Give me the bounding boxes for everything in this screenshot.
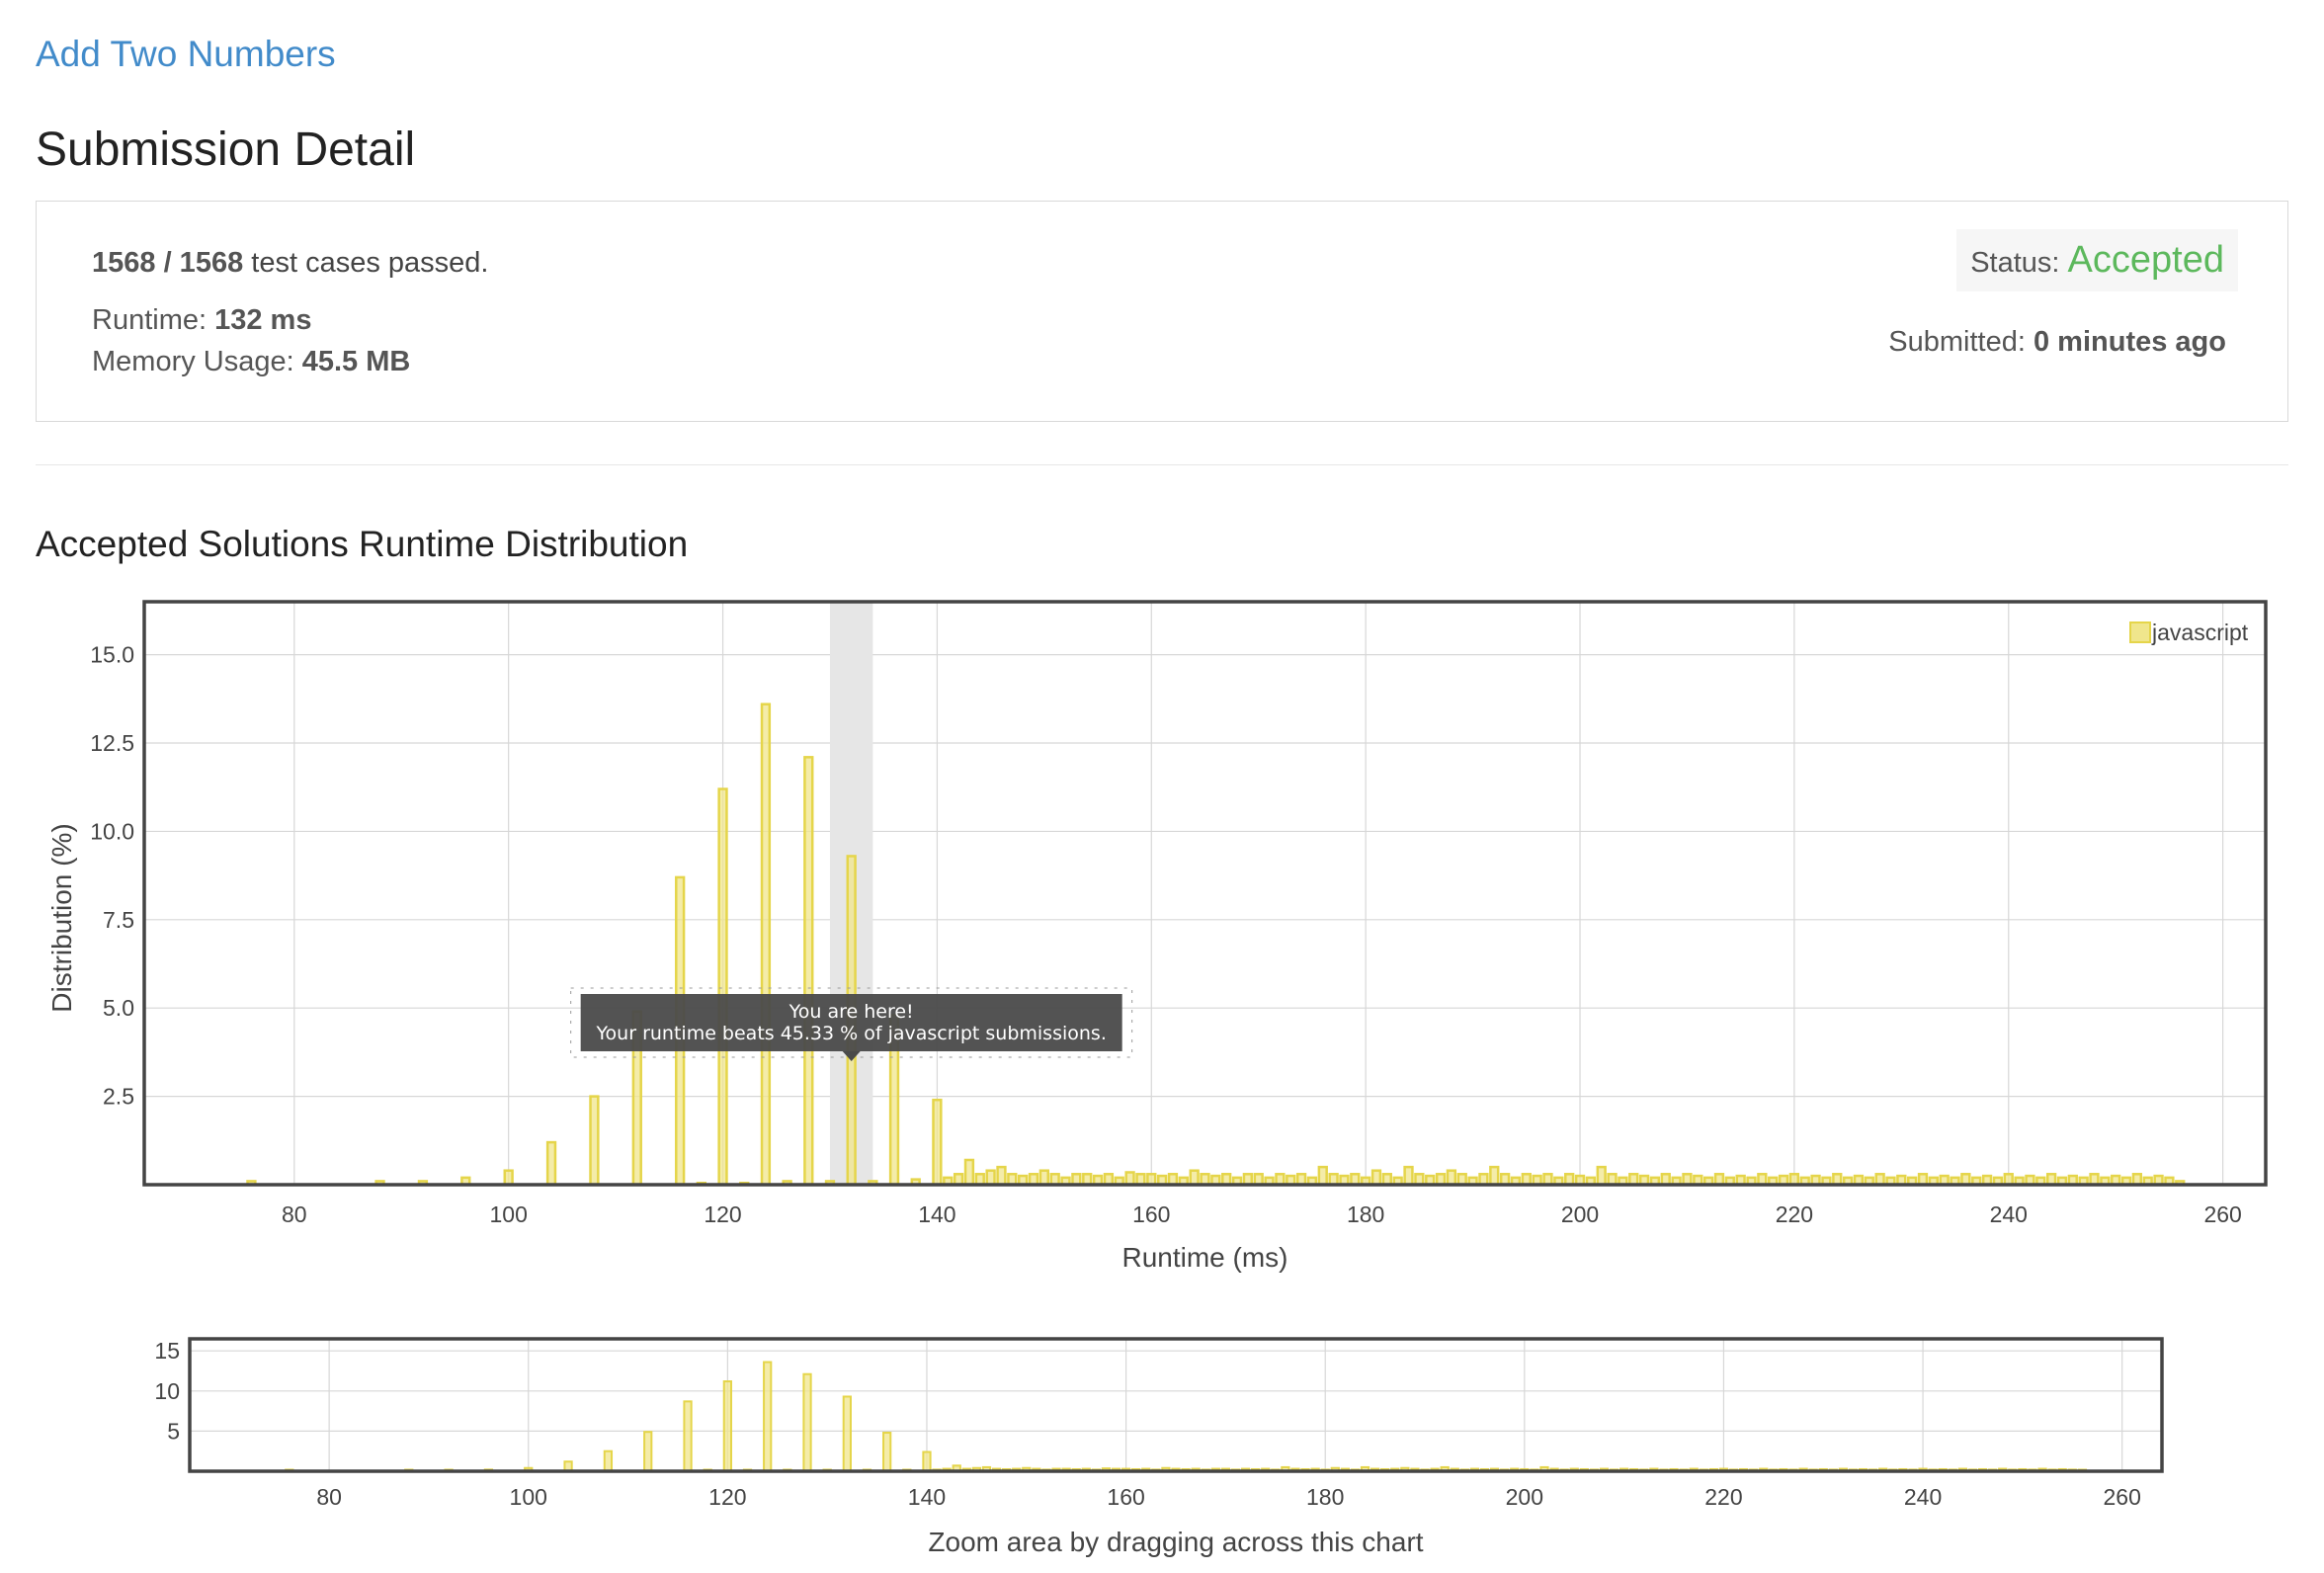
test-cases-result: 1568 / 1568 test cases passed. <box>92 247 488 280</box>
navigator-chart-x-tick-label: 160 <box>1107 1484 1144 1510</box>
main-chart-bar <box>1038 1169 1050 1187</box>
tooltip-box <box>580 994 1122 1051</box>
main-chart-y-axis-title: Distribution (%) <box>46 823 77 1012</box>
navigator-chart-x-tick-label: 200 <box>1506 1484 1543 1510</box>
main-chart-y-tick-label: 5.0 <box>103 995 134 1021</box>
section-divider <box>36 464 2288 465</box>
navigator-chart-x-tick-label: 220 <box>1704 1484 1742 1510</box>
navigator-chart-bar <box>842 1395 852 1473</box>
main-chart-bar <box>1489 1165 1500 1187</box>
tooltip-line-1: You are here! <box>788 1001 914 1023</box>
navigator-chart-x-tick-label: 260 <box>2103 1484 2140 1510</box>
chart-section-title: Accepted Solutions Runtime Distribution <box>36 524 689 564</box>
main-chart-bar <box>985 1169 996 1187</box>
memory-label: Memory Usage: <box>92 346 294 377</box>
navigator-chart-y-tick-label: 5 <box>167 1418 180 1444</box>
legend-swatch <box>2129 621 2151 643</box>
navigator-chart-bar <box>603 1449 614 1473</box>
main-chart-x-tick-label: 140 <box>918 1201 955 1227</box>
main-chart-x-tick-label: 80 <box>282 1201 307 1227</box>
main-chart-y-tick-label: 15.0 <box>90 642 134 668</box>
navigator-chart-x-tick-label: 100 <box>510 1484 547 1510</box>
navigator-chart-bar <box>882 1432 892 1473</box>
test-cases-suffix: test cases passed. <box>251 247 489 279</box>
main-chart-bar <box>1403 1165 1414 1187</box>
memory-row: Memory Usage: 45.5 MB <box>92 346 410 378</box>
main-chart-x-axis-title: Runtime (ms) <box>1121 1242 1287 1273</box>
page-title: Submission Detail <box>36 124 416 176</box>
status-badge: Status: Accepted <box>1956 229 2238 291</box>
navigator-chart-bar <box>722 1380 732 1473</box>
submitted-row: Submitted: 0 minutes ago <box>1888 326 2226 359</box>
main-chart-bar <box>932 1098 943 1187</box>
memory-value: 45.5 MB <box>301 346 411 377</box>
runtime-value: 132 ms <box>214 304 312 336</box>
main-chart-bar <box>1124 1171 1135 1187</box>
status-value: Accepted <box>2067 239 2224 281</box>
main-chart-plot-area <box>144 602 2266 1185</box>
navigator-chart-bar <box>802 1372 812 1472</box>
navigator-caption: Zoom area by dragging across this chart <box>928 1527 1423 1557</box>
runtime-row: Runtime: 132 ms <box>92 304 311 337</box>
tooltip-line-2: Your runtime beats 45.33 % of javascript… <box>595 1023 1106 1044</box>
main-chart-bar <box>1317 1165 1328 1187</box>
main-chart-bar <box>1596 1165 1607 1187</box>
navigator-chart-bar <box>683 1400 693 1473</box>
navigator-chart-x-tick-label: 240 <box>1904 1484 1942 1510</box>
main-chart-bar <box>1446 1169 1457 1187</box>
submission-summary: 1568 / 1568 test cases passed. Runtime: … <box>36 201 2288 422</box>
submitted-value: 0 minutes ago <box>2034 326 2226 358</box>
navigator-chart-bar <box>922 1450 932 1472</box>
submitted-label: Submitted: <box>1888 326 2026 358</box>
main-chart-y-tick-label: 12.5 <box>90 730 134 756</box>
legend-label: javascript <box>2151 620 2249 645</box>
main-chart-x-tick-label: 220 <box>1776 1201 1813 1227</box>
main-chart-y-tick-label: 7.5 <box>103 907 134 933</box>
problem-title-link[interactable]: Add Two Numbers <box>36 34 336 74</box>
test-cases-count: 1568 / 1568 <box>92 247 244 279</box>
main-chart-x-tick-label: 240 <box>1990 1201 2028 1227</box>
main-chart-bar <box>1370 1169 1382 1187</box>
main-chart-x-tick-label: 100 <box>489 1201 527 1227</box>
main-chart-x-tick-label: 160 <box>1132 1201 1170 1227</box>
navigator-chart-plot-area <box>190 1339 2162 1471</box>
main-chart-bar <box>1189 1169 1200 1187</box>
status-label: Status: <box>1970 247 2060 279</box>
main-chart-bar <box>963 1158 975 1187</box>
navigator-chart-x-tick-label: 120 <box>708 1484 746 1510</box>
main-chart-bar <box>803 756 814 1187</box>
tooltip-pointer <box>842 1051 861 1061</box>
main-chart-bar <box>545 1140 557 1187</box>
main-chart-bar <box>996 1165 1007 1187</box>
main-chart-bar <box>589 1095 600 1187</box>
navigator-chart-bar <box>643 1431 653 1472</box>
main-chart-y-tick-label: 10.0 <box>90 818 134 844</box>
main-chart-frame <box>142 600 2268 1187</box>
main-chart-x-tick-label: 120 <box>704 1201 741 1227</box>
main-chart-y-tick-label: 2.5 <box>103 1084 134 1110</box>
main-chart-bar <box>503 1169 514 1187</box>
navigator-chart-x-tick-label: 180 <box>1306 1484 1344 1510</box>
main-chart-x-tick-label: 180 <box>1347 1201 1384 1227</box>
main-chart-bar <box>760 703 772 1187</box>
main-chart-bar <box>717 787 728 1187</box>
navigator-chart-bar <box>763 1361 773 1472</box>
main-chart-x-tick-label: 260 <box>2203 1201 2241 1227</box>
navigator-chart-frame[interactable] <box>188 1337 2164 1473</box>
navigator-chart-x-tick-label: 140 <box>908 1484 946 1510</box>
navigator-chart-y-tick-label: 10 <box>154 1378 180 1404</box>
runtime-label: Runtime: <box>92 304 208 336</box>
navigator-chart-y-tick-label: 15 <box>154 1338 180 1364</box>
navigator-chart-x-tick-label: 80 <box>316 1484 342 1510</box>
main-chart-x-tick-label: 200 <box>1561 1201 1599 1227</box>
